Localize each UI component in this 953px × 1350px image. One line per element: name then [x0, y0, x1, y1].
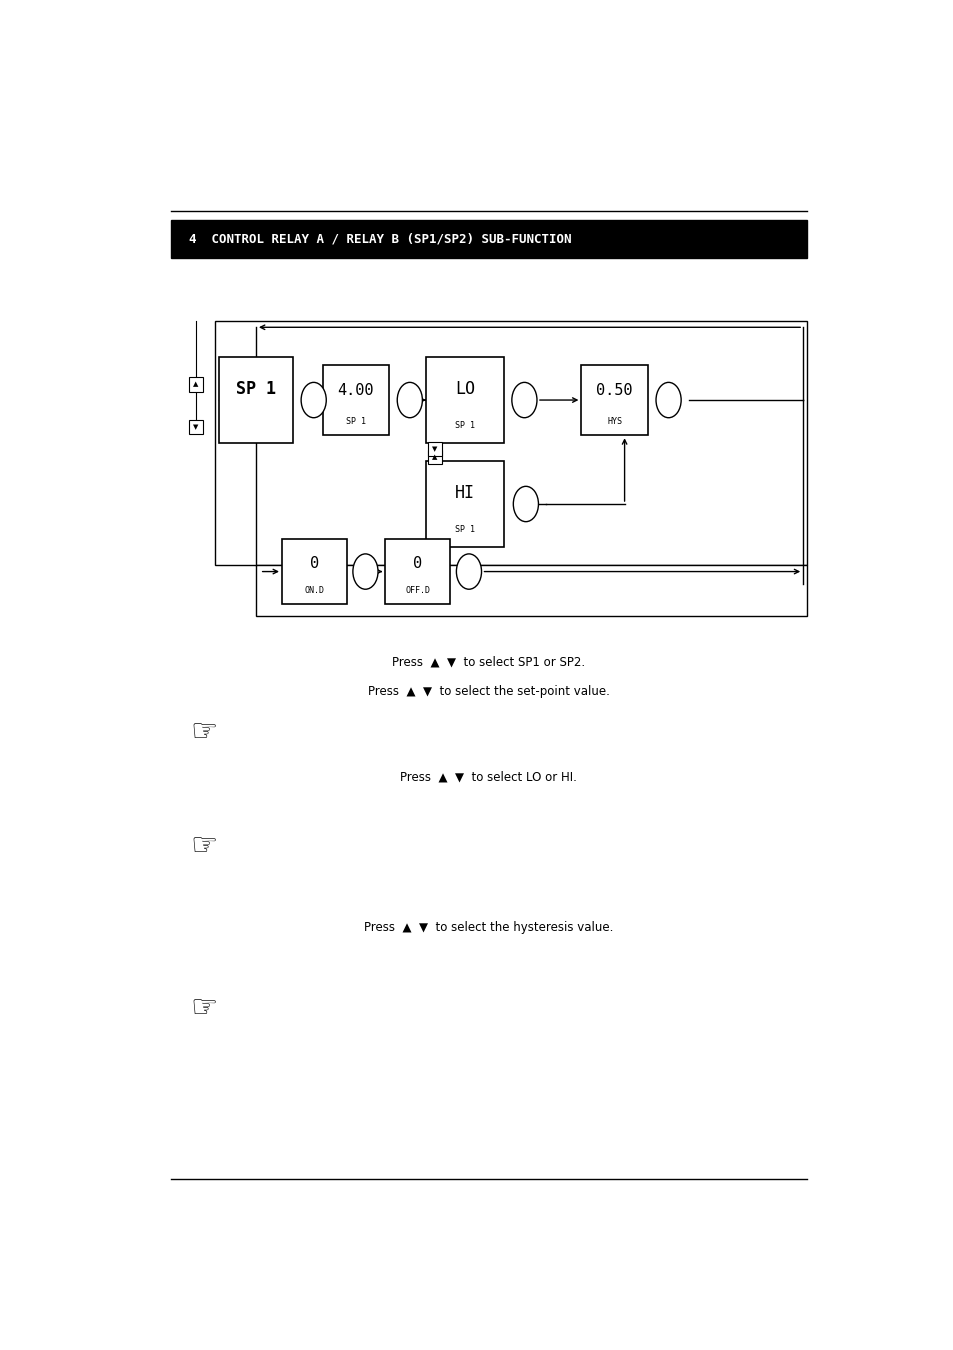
Text: ▲: ▲ [432, 454, 437, 460]
Circle shape [456, 554, 481, 589]
Bar [215, 321, 806, 566]
Bar [322, 364, 389, 436]
Text: SP 1: SP 1 [455, 421, 475, 431]
Bar [171, 220, 806, 258]
Text: Press  ▲  ▼  to select the hysteresis value.: Press ▲ ▼ to select the hysteresis value… [364, 921, 613, 934]
Text: HYS: HYS [606, 417, 621, 425]
Text: 0.50: 0.50 [596, 383, 632, 398]
Bar [580, 364, 647, 436]
Circle shape [656, 382, 680, 417]
Bar [428, 441, 441, 456]
Text: ☞: ☞ [191, 833, 217, 861]
Circle shape [512, 382, 537, 417]
Bar [190, 420, 203, 435]
Text: ☞: ☞ [191, 718, 217, 747]
Bar [426, 462, 503, 547]
Text: ▼: ▼ [193, 424, 198, 429]
Text: HI: HI [455, 483, 475, 502]
Bar [428, 450, 441, 464]
Text: Press  ▲  ▼  to select SP1 or SP2.: Press ▲ ▼ to select SP1 or SP2. [392, 656, 585, 668]
Bar [385, 540, 450, 603]
Bar [190, 377, 203, 392]
Text: SP 1: SP 1 [346, 417, 365, 425]
Text: ▼: ▼ [432, 446, 437, 452]
Circle shape [353, 554, 377, 589]
Circle shape [301, 382, 326, 417]
Text: ON.D: ON.D [304, 586, 324, 595]
Text: SP 1: SP 1 [455, 525, 475, 535]
Text: SP 1: SP 1 [235, 379, 275, 398]
Text: ☞: ☞ [191, 994, 217, 1022]
Bar [282, 540, 347, 603]
Text: 0: 0 [310, 556, 318, 571]
Text: LO: LO [455, 379, 475, 398]
Circle shape [513, 486, 537, 521]
Text: Press  ▲  ▼  to select LO or HI.: Press ▲ ▼ to select LO or HI. [400, 769, 577, 783]
Bar [219, 358, 293, 443]
Bar [255, 566, 806, 616]
Text: OFF.D: OFF.D [405, 586, 430, 595]
Text: 4.00: 4.00 [337, 383, 374, 398]
Circle shape [396, 382, 422, 417]
Text: Press  ▲  ▼  to select the set-point value.: Press ▲ ▼ to select the set-point value. [368, 684, 609, 698]
Text: 0: 0 [413, 556, 422, 571]
Text: 4  CONTROL RELAY A / RELAY B (SP1/SP2) SUB-FUNCTION: 4 CONTROL RELAY A / RELAY B (SP1/SP2) SU… [190, 232, 572, 246]
Text: ▲: ▲ [193, 381, 198, 387]
Bar [426, 358, 503, 443]
